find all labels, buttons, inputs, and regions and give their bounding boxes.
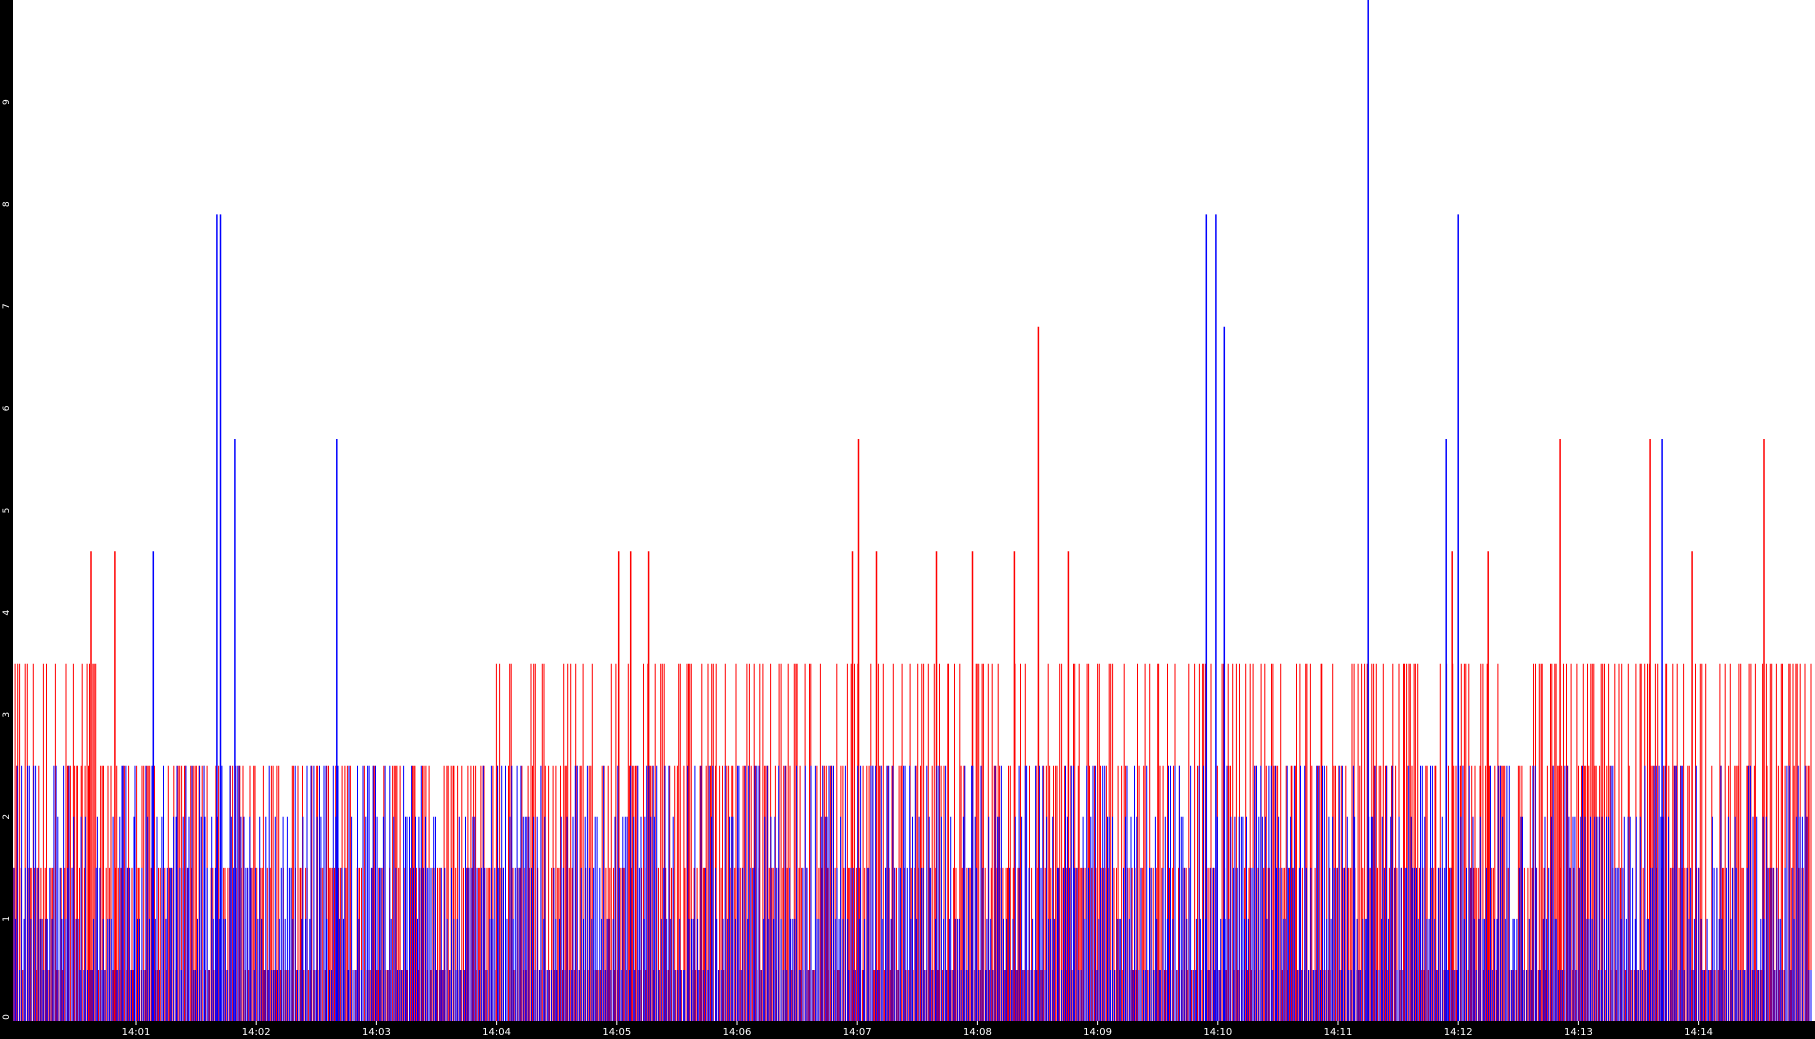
y-axis-ticks: 0 1 2 3 4 5 6 7 8 9 [2,99,12,1020]
x-tick-label: 14:11 [1324,1027,1353,1038]
data-bars [13,0,1812,1021]
y-tick-label: 6 [2,405,12,411]
y-tick-label: 8 [2,201,12,207]
x-axis-ticks: 14:01 14:02 14:03 14:04 14:05 14:06 14:07 14:08… [122,1021,1713,1038]
y-tick-label: 5 [2,508,12,514]
x-tick-label: 14:04 [482,1027,511,1038]
x-tick-label: 14:14 [1684,1027,1713,1038]
y-tick-label: 2 [2,814,12,820]
x-tick-label: 14:06 [723,1027,752,1038]
x-tick-label: 14:09 [1083,1027,1112,1038]
x-tick-label: 14:05 [602,1027,631,1038]
y-tick-label: 0 [2,1014,12,1020]
x-tick-label: 14:08 [963,1027,992,1038]
y-tick-label: 4 [2,609,12,615]
x-tick-label: 14:12 [1444,1027,1473,1038]
x-tick-label: 14:13 [1564,1027,1593,1038]
x-tick-label: 14:01 [122,1027,151,1038]
y-tick-label: 1 [2,916,12,922]
y-tick-label: 7 [2,303,12,309]
x-axis-band [0,1021,1815,1039]
y-axis-band [0,0,13,1021]
y-tick-label: 9 [2,99,12,105]
y-tick-label: 3 [2,712,12,718]
x-tick-label: 14:02 [242,1027,271,1038]
x-tick-label: 14:10 [1203,1027,1232,1038]
x-tick-label: 14:07 [843,1027,872,1038]
x-tick-label: 14:03 [362,1027,391,1038]
